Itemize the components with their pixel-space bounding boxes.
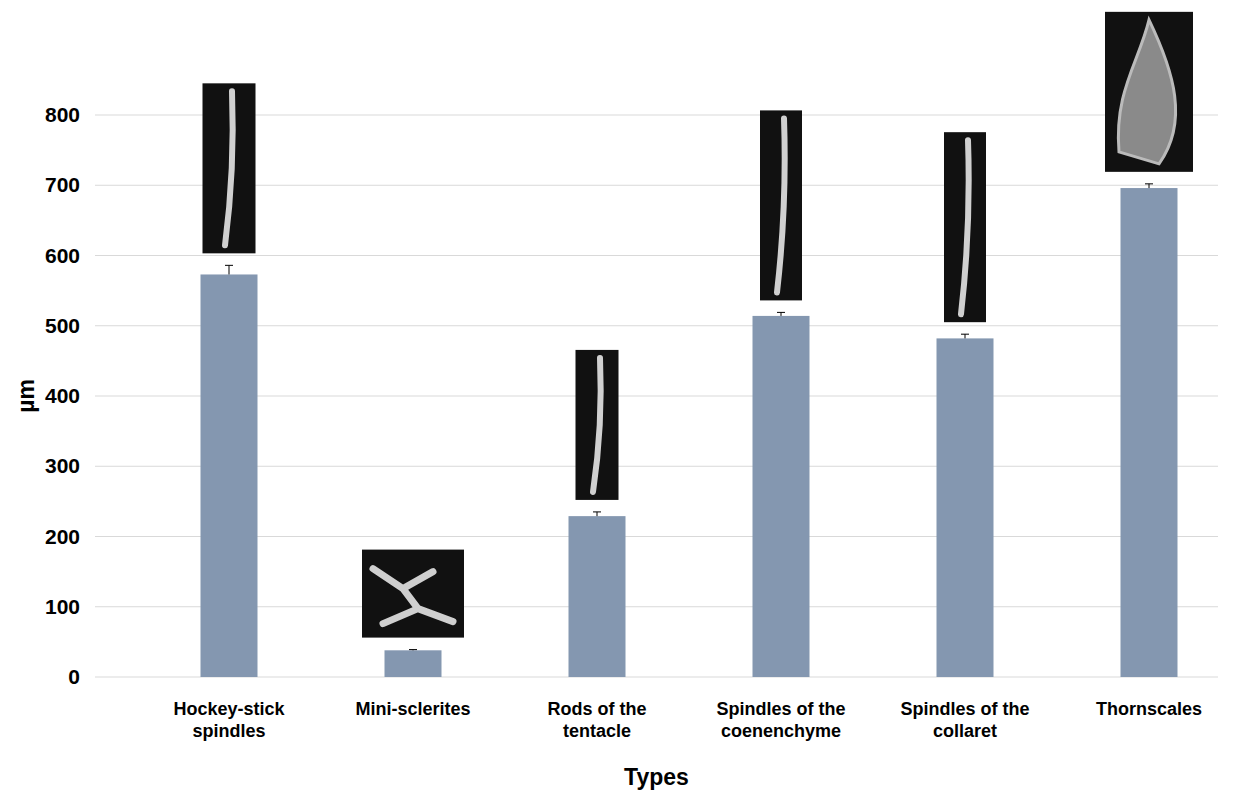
error-cap	[961, 334, 969, 335]
x-tick-label: Thornscales	[1096, 699, 1202, 719]
error-bar	[961, 334, 969, 338]
micrograph-shape	[593, 358, 601, 492]
grid-line	[95, 255, 1218, 256]
micrograph-shape	[961, 140, 969, 314]
bar	[753, 316, 810, 677]
bar	[385, 650, 442, 677]
y-tick-label: 100	[45, 595, 80, 618]
x-tick-line: spindles	[192, 721, 265, 741]
error-cap	[593, 511, 601, 512]
chart: 0 100 200 300 400 500 600 700 800 Hockey-stickspi…	[0, 0, 1247, 796]
grid-line	[95, 115, 1218, 116]
error-bar	[1145, 184, 1153, 188]
micrograph	[362, 550, 464, 638]
error-cap	[777, 312, 785, 313]
y-tick-label: 800	[45, 103, 80, 126]
micrograph	[203, 83, 256, 253]
x-tick-line: Spindles of the	[716, 699, 845, 719]
grid-line	[95, 466, 1218, 467]
micrograph	[760, 110, 802, 300]
x-tick-line: Rods of the	[548, 699, 647, 719]
grid-line	[95, 677, 1218, 678]
x-tick-line: Mini-sclerites	[355, 699, 470, 719]
micrograph-bg	[1105, 12, 1193, 172]
grid-line	[95, 185, 1218, 186]
bars	[201, 184, 1178, 677]
micrograph-shape	[1118, 20, 1175, 164]
x-tick-line: Spindles of the	[900, 699, 1029, 719]
bar	[569, 516, 626, 677]
x-tick-label: Spindles of thecoenenchyme	[716, 699, 845, 741]
y-tick-label: 0	[68, 665, 80, 688]
error-stem	[229, 265, 230, 274]
bar	[937, 338, 994, 677]
y-tick-label: 200	[45, 525, 80, 548]
grid-line	[95, 325, 1218, 326]
micrograph	[576, 350, 619, 500]
y-tick-label: 400	[45, 384, 80, 407]
error-cap	[225, 265, 233, 266]
micrograph	[1105, 12, 1193, 172]
bar	[1121, 188, 1178, 677]
error-cap	[1145, 183, 1153, 184]
micrograph-shape	[373, 569, 453, 624]
x-axis-title: Types	[624, 764, 689, 790]
micrograph-shape	[225, 91, 233, 245]
bar	[201, 274, 258, 677]
y-axis-title: µm	[13, 379, 39, 413]
y-tick-label: 600	[45, 244, 80, 267]
grid-line	[95, 536, 1218, 537]
x-tick-line: Hockey-stick	[173, 699, 285, 719]
y-tick-label: 300	[45, 454, 80, 477]
error-bar	[777, 312, 785, 316]
y-tick-label: 500	[45, 314, 80, 337]
error-stem	[781, 312, 782, 316]
grid-line	[95, 396, 1218, 397]
x-tick-label: Mini-sclerites	[355, 699, 470, 719]
micrograph	[944, 132, 986, 322]
micrograph-shape	[777, 118, 785, 292]
x-tick-line: tentacle	[563, 721, 631, 741]
error-cap	[409, 649, 417, 650]
error-bar	[225, 265, 233, 274]
micrograph-bg	[576, 350, 619, 500]
micrograph-bg	[760, 110, 802, 300]
error-stem	[597, 512, 598, 516]
x-tick-line: Thornscales	[1096, 699, 1202, 719]
micrograph-bg	[362, 550, 464, 638]
x-tick-label: Hockey-stickspindles	[173, 699, 285, 741]
x-tick-label: Spindles of thecollaret	[900, 699, 1029, 741]
x-tick-label: Rods of thetentacle	[548, 699, 647, 741]
error-bar	[593, 512, 601, 516]
error-stem	[1149, 184, 1150, 188]
x-tick-line: coenenchyme	[721, 721, 841, 741]
micrograph-bg	[944, 132, 986, 322]
x-tick-line: collaret	[933, 721, 997, 741]
error-stem	[965, 334, 966, 338]
micrograph-bg	[203, 83, 256, 253]
error-bar	[409, 649, 417, 651]
grid-line	[95, 606, 1218, 607]
y-tick-label: 700	[45, 173, 80, 196]
